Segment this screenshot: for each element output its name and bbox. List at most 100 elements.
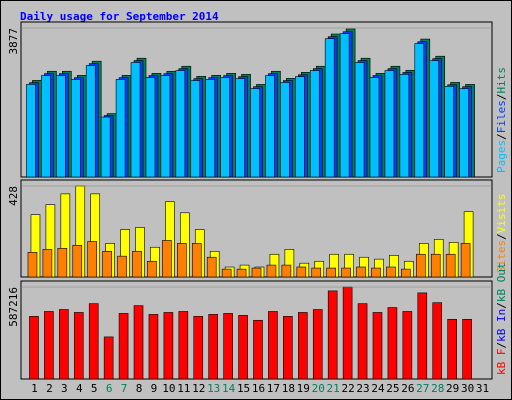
x-tick-label: 30 bbox=[461, 382, 474, 395]
bar bbox=[324, 38, 335, 178]
legend-separator: / bbox=[495, 133, 508, 140]
bar bbox=[312, 309, 323, 380]
bar bbox=[103, 336, 114, 380]
x-tick-label: 23 bbox=[356, 382, 369, 395]
bar bbox=[133, 305, 144, 380]
y-tick-label: 587216 bbox=[7, 287, 20, 327]
y-tick-label: 3877 bbox=[7, 28, 20, 55]
x-tick-label: 7 bbox=[121, 382, 128, 395]
bar bbox=[115, 79, 126, 178]
bar bbox=[354, 62, 365, 178]
bar bbox=[41, 75, 51, 178]
bar bbox=[162, 240, 172, 278]
x-tick-label: 29 bbox=[446, 382, 459, 395]
x-tick-label: 16 bbox=[252, 382, 265, 395]
bar bbox=[417, 292, 428, 380]
legend-entry: kB In bbox=[495, 309, 508, 342]
bar bbox=[296, 266, 307, 278]
bar bbox=[59, 309, 69, 380]
bar bbox=[205, 79, 215, 178]
bar bbox=[253, 319, 263, 380]
bar bbox=[342, 286, 353, 380]
bar bbox=[208, 314, 218, 380]
x-tick-label: 5 bbox=[91, 382, 98, 395]
bar bbox=[371, 267, 381, 278]
bar bbox=[460, 243, 471, 278]
bar bbox=[191, 243, 202, 278]
bar bbox=[177, 243, 187, 278]
bar bbox=[369, 77, 380, 178]
x-tick-label: 24 bbox=[371, 382, 385, 395]
bar bbox=[100, 116, 111, 178]
bar bbox=[432, 302, 443, 380]
bar bbox=[163, 312, 174, 380]
legend-entry: Visits bbox=[495, 194, 508, 234]
x-tick-label: 26 bbox=[401, 382, 414, 395]
bar bbox=[175, 70, 186, 178]
x-tick-label: 14 bbox=[222, 382, 236, 395]
bar bbox=[56, 75, 66, 178]
bar bbox=[117, 255, 127, 278]
bar bbox=[70, 79, 81, 178]
x-tick-label: 1 bbox=[31, 382, 38, 395]
legend-separator: / bbox=[495, 233, 508, 240]
bar bbox=[372, 312, 383, 380]
bar bbox=[341, 267, 351, 278]
bar bbox=[57, 247, 68, 278]
bar bbox=[430, 253, 441, 278]
bar bbox=[386, 266, 396, 278]
x-tick-label: 10 bbox=[162, 382, 175, 395]
bar bbox=[298, 312, 308, 380]
bar bbox=[85, 65, 96, 178]
bar bbox=[462, 318, 472, 380]
legend: Pages/Files/Hits bbox=[495, 67, 508, 173]
bar bbox=[415, 253, 426, 278]
x-tick-label: 6 bbox=[106, 382, 113, 395]
bar bbox=[236, 268, 247, 278]
bar bbox=[309, 70, 320, 178]
bar bbox=[251, 267, 262, 278]
bar bbox=[235, 78, 245, 178]
x-tick-label: 15 bbox=[237, 382, 250, 395]
bar bbox=[73, 312, 84, 380]
bar bbox=[147, 260, 157, 278]
bar bbox=[280, 82, 290, 178]
legend-separator: / bbox=[495, 302, 508, 309]
legend-entry: Files bbox=[495, 100, 508, 133]
bar bbox=[87, 241, 98, 278]
bar bbox=[326, 267, 336, 278]
bar bbox=[206, 256, 217, 278]
bar bbox=[387, 307, 398, 380]
bar bbox=[221, 268, 232, 278]
legend-separator: / bbox=[495, 342, 508, 349]
bar bbox=[193, 316, 204, 380]
bar bbox=[220, 77, 230, 178]
x-tick-label: 25 bbox=[386, 382, 399, 395]
legend: kB F/kB In/kB Out bbox=[495, 262, 508, 375]
x-tick-label: 8 bbox=[136, 382, 143, 395]
x-tick-label: 28 bbox=[431, 382, 444, 395]
x-tick-label: 4 bbox=[76, 382, 83, 395]
bar bbox=[459, 88, 469, 178]
bar bbox=[414, 43, 425, 178]
bar bbox=[265, 75, 275, 178]
x-tick-label: 19 bbox=[297, 382, 310, 395]
legend-entry: Pages bbox=[495, 140, 508, 173]
x-tick-label: 27 bbox=[416, 382, 429, 395]
bar bbox=[339, 33, 350, 178]
bar bbox=[190, 80, 201, 178]
bar bbox=[429, 60, 440, 178]
legend-entry: kB F bbox=[495, 349, 508, 376]
bar bbox=[238, 315, 248, 380]
bar bbox=[295, 76, 305, 178]
x-tick-label: 18 bbox=[282, 382, 295, 395]
bar bbox=[399, 74, 410, 178]
bar bbox=[447, 318, 457, 380]
legend-entry: Hits bbox=[495, 67, 508, 94]
bar bbox=[356, 266, 366, 278]
x-tick-label: 21 bbox=[327, 382, 340, 395]
bar bbox=[281, 264, 292, 278]
legend-entry: Sites bbox=[495, 240, 508, 273]
bar bbox=[250, 88, 260, 178]
bar bbox=[311, 267, 322, 278]
